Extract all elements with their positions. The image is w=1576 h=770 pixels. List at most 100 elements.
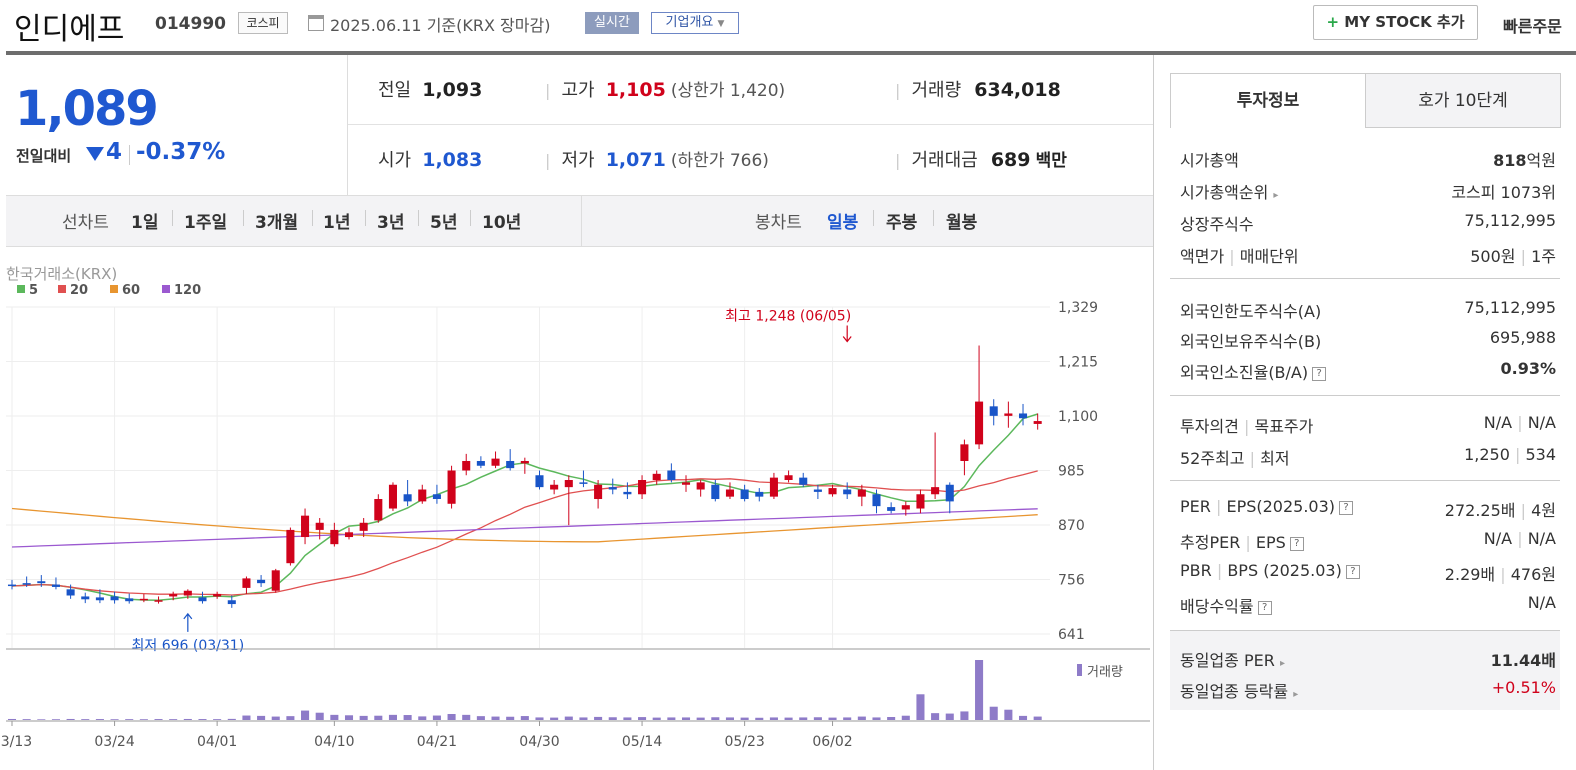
volume-bar [110,719,119,720]
candle-body [491,458,500,466]
x-tick-label: 04/21 [417,734,457,750]
realtime-badge[interactable]: 실시간 [585,12,639,34]
volume-label: 거래량 [1087,665,1123,680]
amount-unit: 백만 [1035,151,1067,171]
tab-invest-info[interactable]: 투자정보 [1170,73,1366,128]
candle-body [257,579,266,584]
quick-order-link[interactable]: 빠른주문 [1503,17,1562,36]
candle [945,482,954,514]
tab-5y[interactable]: 5년 [430,213,458,233]
help-icon[interactable]: ? [1339,500,1354,515]
candle-body [960,444,969,461]
company-overview-dropdown[interactable]: 기업개요 ▼ [651,12,739,34]
change-value: 4 [106,139,123,165]
tab-10y[interactable]: 10년 [482,213,522,233]
candle [711,480,720,502]
volume-bar [813,717,822,720]
change-label: 전일대비 [16,147,72,165]
candle-body [594,484,603,500]
tab-3m[interactable]: 3개월 [255,213,299,233]
stat-open: 시가 1,083 [378,146,482,172]
volume-value: 634,018 [974,79,1061,101]
candle [667,463,676,483]
volume-bar [139,719,148,720]
candle [975,345,984,450]
volume-bars [7,660,1042,720]
help-icon[interactable]: ? [1257,600,1272,615]
candle-body [550,484,559,490]
candle-body [1004,413,1013,416]
w52-low-value: 534 [1525,445,1556,464]
my-stock-add-label: MY STOCK 추가 [1344,13,1465,31]
candle [857,484,866,507]
volume-bar [476,716,485,720]
volume-bar [286,716,295,720]
caret-right-icon: ▸ [1273,190,1279,201]
row-sector-rate[interactable]: 동일업종 등락률 ▸ +0.51% [1180,674,1556,704]
lower-limit: (하한가 766) [670,151,769,171]
help-icon[interactable]: ? [1312,366,1327,381]
y-tick-label: 1,215 [1058,355,1098,371]
tab-hoga[interactable]: 호가 10단계 [1365,73,1561,128]
unit-label: 매매단위 [1239,247,1299,266]
candle-body [447,470,456,504]
candle-body [359,522,368,531]
row-cap-rank[interactable]: 시가총액순위 ▸ 코스피 1073위 [1180,175,1556,205]
sector-per-label: 동일업종 PER [1180,651,1275,670]
y-tick-label: 985 [1058,464,1085,480]
tab-1y[interactable]: 1년 [323,213,351,233]
legend-swatch-ma60 [110,285,118,293]
volume-bar [901,715,910,720]
volume-bar [242,715,251,720]
candle [813,484,822,500]
volume-bar [271,716,280,720]
volume-bar [1033,716,1042,720]
help-icon[interactable]: ? [1345,564,1360,579]
high-label: 고가 [561,80,595,101]
row-est-per: 추정PER | EPS? N/A | N/A [1180,529,1556,552]
x-tick-label: 03/24 [94,734,134,750]
candle-body [696,482,705,490]
y-tick-label: 1,100 [1058,409,1098,425]
candle [462,453,471,476]
candle [95,589,104,604]
legend-swatch-ma120 [162,285,170,293]
y-tick-label: 870 [1058,518,1085,534]
est-eps-value: N/A [1527,529,1556,548]
help-icon[interactable]: ? [1289,536,1304,551]
row-sector-per[interactable]: 동일업종 PER ▸ 11.44배 [1180,643,1556,673]
candle-body [535,475,544,488]
tab-3y[interactable]: 3년 [377,213,405,233]
row-market-cap: 시가총액 818억원 [1180,143,1556,173]
line-chart-label: 선차트 [62,213,109,233]
cap-rank-label: 시가총액순위 [1180,183,1269,202]
candle-body [418,489,427,502]
volume-bar [330,714,339,720]
candle [579,470,588,488]
per-label: PER [1180,497,1211,516]
stock-chart[interactable]: 한국거래소(KRX) 5 20 60 120 1,329 1,215 1,100 98… [0,248,1153,770]
volume-bar [667,717,676,720]
stat-amount: | 거래대금 689 백만 [895,149,1067,171]
tab-1w[interactable]: 1주일 [184,213,228,233]
sector-box [1170,630,1560,710]
candles [7,345,1042,608]
candle-body [989,406,998,416]
tab-monthly[interactable]: 월봉 [946,213,978,233]
candle [183,589,192,599]
calendar-icon [308,15,324,31]
volume-bar [945,713,954,720]
candle [403,480,412,507]
volume-bar [301,710,310,720]
prev-label: 전일 [378,80,412,101]
x-tick-label: 04/30 [519,734,559,750]
tab-daily[interactable]: 일봉 [827,213,859,233]
volume-bar [257,715,266,720]
my-stock-add-button[interactable]: + MY STOCK 추가 [1313,5,1478,40]
tab-weekly[interactable]: 주봉 [886,213,918,233]
target-value: N/A [1527,413,1556,432]
volume-bar [608,717,617,720]
volume-bar [432,715,441,720]
plus-icon: + [1326,13,1340,31]
tab-1d[interactable]: 1일 [131,213,159,233]
